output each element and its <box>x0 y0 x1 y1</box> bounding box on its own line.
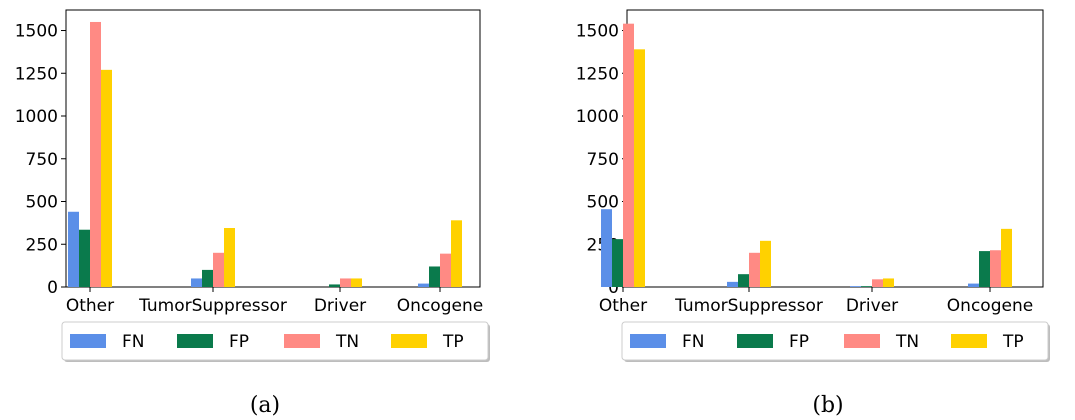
legend-box <box>621 321 1049 361</box>
x-tick-label: Other <box>599 296 647 316</box>
bar-fn-oncogene <box>968 283 979 287</box>
bar-fp-driver <box>329 284 340 287</box>
bar-tp-oncogene <box>451 220 462 287</box>
bar-tn-driver <box>340 278 351 287</box>
y-tick-label: 500 <box>26 193 58 213</box>
x-tick-label: Other <box>66 296 114 316</box>
bar-fn-tumorsuppressor <box>191 278 202 287</box>
bar-tn-other <box>90 21 101 287</box>
y-tick-label: 0 <box>47 278 58 298</box>
legend-swatch-fn <box>70 334 106 348</box>
x-tick-label: Oncogene <box>397 296 483 316</box>
panel-caption: (a) <box>250 393 280 418</box>
bar-tp-tumorsuppressor <box>760 240 771 287</box>
legend-label-tp: TP <box>1002 332 1024 352</box>
x-tick-label: Driver <box>314 296 366 316</box>
bar-tp-oncogene <box>1001 228 1012 287</box>
chart-panel-2: 0250500750100012501500OtherTumorSuppress… <box>576 9 1050 418</box>
legend-label-tn: TN <box>895 332 919 352</box>
legend-swatch-fp <box>737 334 773 348</box>
legend-swatch-tp <box>951 334 987 348</box>
bar-tn-other <box>623 23 634 287</box>
bar-fn-driver <box>850 286 861 287</box>
bar-tn-oncogene <box>990 250 1001 287</box>
x-tick-label: Driver <box>846 296 898 316</box>
legend-label-fn: FN <box>682 332 705 352</box>
legend-swatch-tp <box>391 334 427 348</box>
plot-area-frame <box>626 9 1044 288</box>
bar-tp-other <box>101 69 112 288</box>
y-tick-label: 0 <box>608 278 619 298</box>
x-tick-label: Oncogene <box>947 296 1033 316</box>
legend-swatch-fp <box>177 334 213 348</box>
y-tick-label: 1250 <box>576 64 619 84</box>
y-tick-label: 1000 <box>15 107 58 127</box>
y-tick-label: 1000 <box>576 107 619 127</box>
bar-tp-other <box>634 49 645 287</box>
bar-tn-driver <box>872 279 883 287</box>
bar-fp-driver <box>861 286 872 287</box>
bar-fp-tumorsuppressor <box>738 274 749 287</box>
bar-tn-tumorsuppressor <box>213 252 224 287</box>
legend: FN FP TN TP <box>621 321 1050 362</box>
bar-fp-other <box>79 229 90 287</box>
chart-panel-1: 0 250 500 750 1000 1250 1500 Other TumorSuppress… <box>15 9 490 418</box>
bar-fn-oncogene <box>418 283 429 287</box>
bar-tp-tumorsuppressor <box>224 228 235 287</box>
x-tick-label: TumorSuppressor <box>138 296 287 316</box>
y-tick-label: 750 <box>587 150 619 170</box>
bar-fp-other <box>612 239 623 287</box>
bar-fp-oncogene <box>429 266 440 287</box>
legend-swatch-tn <box>844 334 880 348</box>
bar-tp-driver <box>351 278 362 287</box>
y-tick-label: 1250 <box>15 64 58 84</box>
y-tick-label: 1500 <box>576 22 619 42</box>
legend: FN FP TN TP <box>61 321 490 362</box>
bar-fn-other <box>601 209 612 287</box>
plot-area-frame <box>65 9 481 288</box>
bar-fp-oncogene <box>979 251 990 287</box>
bar-tp-driver <box>883 278 894 287</box>
legend-swatch-tn <box>284 334 320 348</box>
bar-fn-tumorsuppressor <box>727 281 738 287</box>
legend-swatch-fn <box>630 334 666 348</box>
y-tick-label: 500 <box>587 193 619 213</box>
bar-tn-oncogene <box>440 253 451 287</box>
legend-label-tn: TN <box>335 332 359 352</box>
legend-box <box>61 321 489 361</box>
legend-label-fp: FP <box>789 332 809 352</box>
bar-tn-tumorsuppressor <box>749 252 760 287</box>
bar-fn-other <box>68 211 79 287</box>
legend-label-tp: TP <box>442 332 464 352</box>
y-tick-label: 750 <box>26 150 58 170</box>
bar-fp-tumorsuppressor <box>202 269 213 287</box>
x-tick-label: TumorSuppressor <box>674 296 823 316</box>
legend-label-fn: FN <box>122 332 145 352</box>
y-tick-label: 250 <box>26 235 58 255</box>
legend-label-fp: FP <box>229 332 249 352</box>
panel-caption: (b) <box>812 393 843 418</box>
y-tick-label: 1500 <box>15 22 58 42</box>
